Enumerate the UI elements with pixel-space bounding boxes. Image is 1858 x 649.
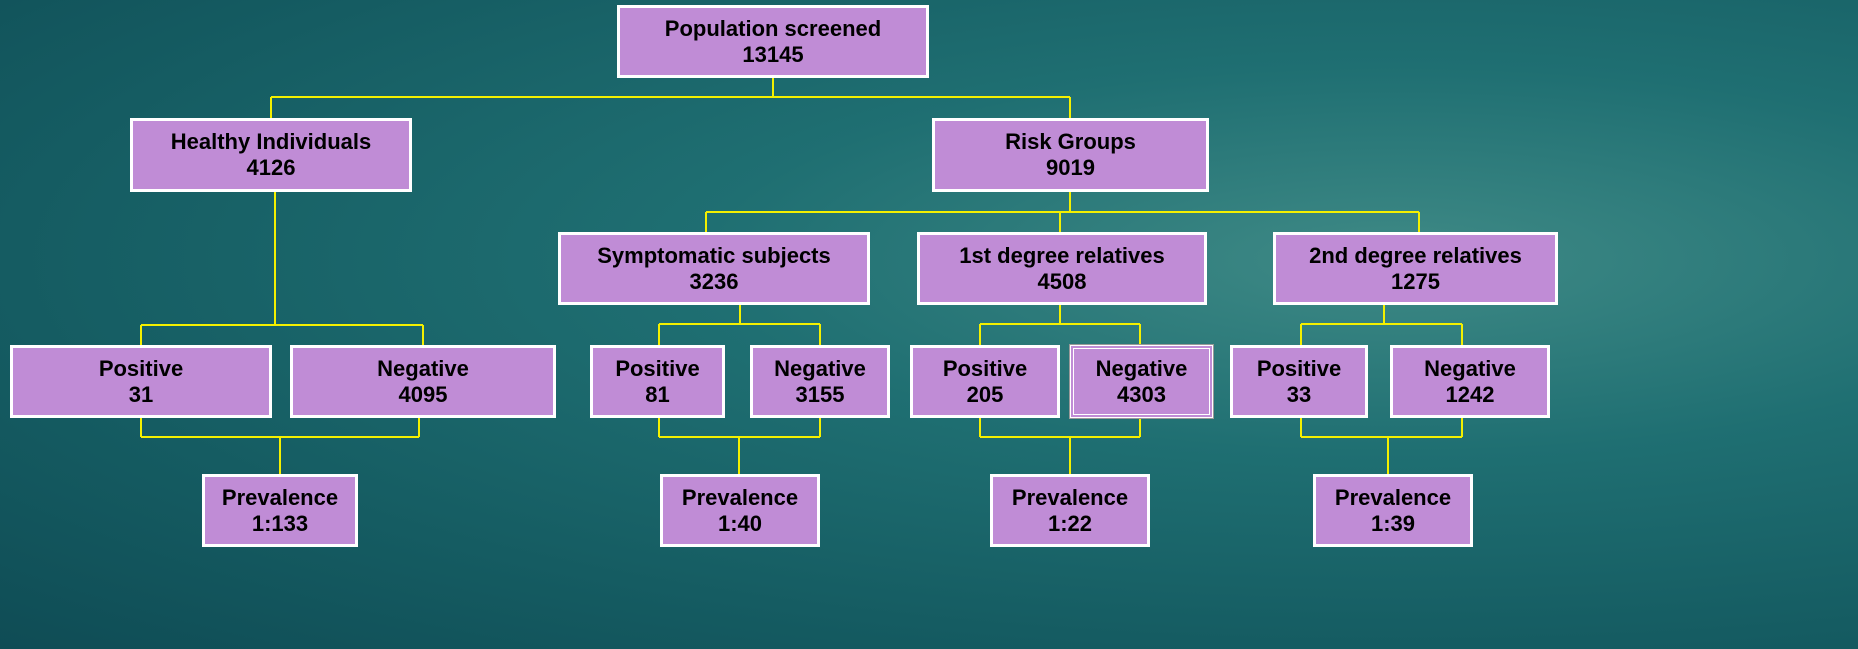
- node-label: Symptomatic subjects: [597, 242, 831, 268]
- node-label: Positive: [98, 355, 184, 381]
- node-label: Negative: [1095, 355, 1188, 381]
- node-label: Risk Groups: [1005, 129, 1136, 154]
- node-box: Negative 3155: [750, 345, 890, 418]
- node-box: Prevalence 1:22: [990, 474, 1150, 547]
- node-box: Positive 33: [1230, 345, 1368, 418]
- node-value: 3155: [795, 381, 845, 407]
- node-box: Negative 4095: [290, 345, 556, 418]
- node-value: 1242: [1445, 381, 1495, 407]
- node-box: Population screened 13145: [617, 5, 929, 78]
- node-value: 1:39: [1370, 510, 1416, 536]
- node-value: 9019: [1046, 155, 1095, 180]
- node-label: 2nd degree relatives: [1309, 242, 1522, 268]
- node-value: 3236: [689, 268, 739, 294]
- node-value: 81: [645, 381, 670, 407]
- node-value: 205: [966, 381, 1004, 407]
- node-label: 1st degree relatives: [959, 242, 1165, 268]
- node-label: Negative: [377, 355, 469, 381]
- node-value: 33: [1286, 381, 1312, 407]
- node-value: 4303: [1117, 381, 1166, 407]
- node-box: Positive 31: [10, 345, 272, 418]
- node-value: 1:22: [1047, 510, 1093, 536]
- node-value: 1:40: [717, 510, 763, 536]
- node-box: Negative 1242: [1390, 345, 1550, 418]
- node-label: Healthy Individuals: [170, 129, 372, 154]
- node-label: Negative: [1424, 355, 1516, 381]
- node-box: Positive 81: [590, 345, 725, 418]
- node-box: 2nd degree relatives 1275: [1273, 232, 1558, 305]
- node-box: Positive 205: [910, 345, 1060, 418]
- connector-lines: [140, 78, 1463, 474]
- node-label: Prevalence: [221, 484, 339, 510]
- node-label: Prevalence: [1011, 484, 1129, 510]
- node-box: Risk Groups 9019: [932, 118, 1209, 192]
- node-value: 31: [128, 381, 154, 407]
- node-value: 1275: [1391, 268, 1440, 294]
- node-value: 13145: [742, 41, 804, 67]
- node-label: Positive: [615, 355, 700, 381]
- node-label: Population screened: [664, 15, 882, 41]
- node-box: Symptomatic subjects 3236: [558, 232, 870, 305]
- node-value: 4126: [246, 155, 296, 180]
- node-box: Negative 4303: [1069, 344, 1214, 419]
- node-value: 4508: [1037, 268, 1087, 294]
- node-box: Prevalence 1:133: [202, 474, 358, 547]
- node-label: Negative: [774, 355, 866, 381]
- node-box: Prevalence 1:39: [1313, 474, 1473, 547]
- node-box: 1st degree relatives 4508: [917, 232, 1207, 305]
- node-value: 4095: [398, 381, 448, 407]
- node-box: Healthy Individuals 4126: [130, 118, 412, 192]
- node-label: Positive: [1256, 355, 1342, 381]
- node-box: Prevalence 1:40: [660, 474, 820, 547]
- node-label: Prevalence: [1334, 484, 1452, 510]
- node-value: 1:133: [251, 510, 309, 536]
- node-label: Prevalence: [681, 484, 799, 510]
- node-label: Positive: [942, 355, 1028, 381]
